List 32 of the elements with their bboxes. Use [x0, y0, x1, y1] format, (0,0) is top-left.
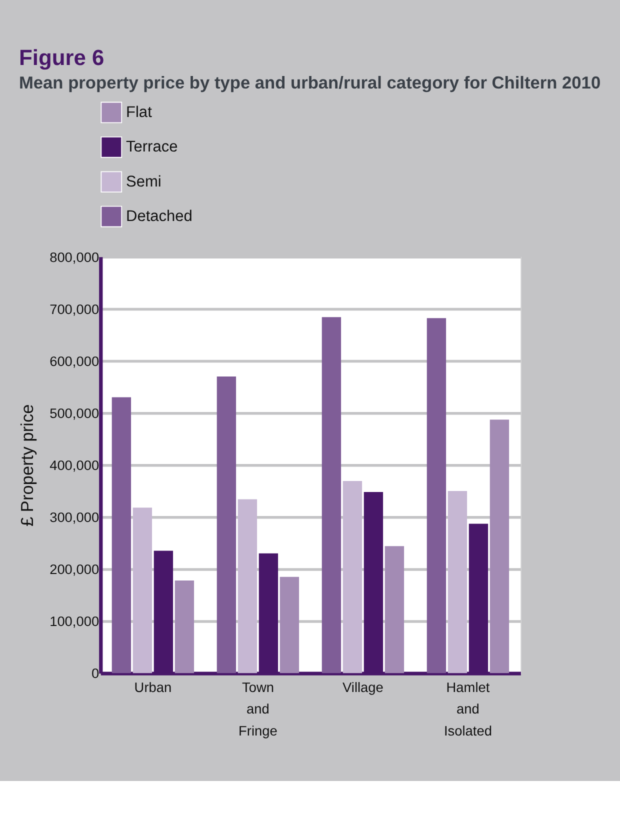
bar — [342, 481, 362, 674]
bar — [426, 318, 446, 674]
x-tick-label: Town and Fringe — [238, 680, 278, 739]
bar — [490, 420, 510, 674]
legend-label: Detached — [126, 208, 192, 226]
bar — [216, 376, 236, 674]
legend-label: Flat — [126, 104, 153, 122]
bar — [238, 499, 258, 674]
y-axis-title: £ Property price — [17, 404, 38, 527]
bar — [448, 490, 468, 674]
y-tick-label: 100,000 — [50, 614, 100, 630]
y-tick-label: 300,000 — [50, 510, 100, 525]
chart-subtitle: Mean property price by type and urban/rural category for Chiltern 2010 — [18, 72, 601, 93]
y-tick-label: 0 — [91, 666, 100, 682]
bar — [174, 580, 194, 674]
y-tick-label: 500,000 — [50, 406, 100, 421]
x-tick-label: Urban — [134, 680, 172, 695]
bar — [384, 546, 404, 674]
y-tick-label: 200,000 — [50, 562, 100, 578]
x-tick-label: Hamlet and Isolated — [444, 680, 492, 739]
y-tick-label: 700,000 — [50, 302, 100, 317]
bar — [280, 576, 300, 674]
bar — [322, 317, 342, 674]
legend-label: Terrace — [126, 138, 178, 156]
y-tick-label: 600,000 — [50, 354, 100, 369]
x-tick-label: Village — [342, 680, 384, 695]
y-tick-label: 800,000 — [50, 250, 100, 265]
bar — [112, 397, 132, 674]
chart-title: Figure 6 — [18, 44, 104, 70]
legend-label: Semi — [126, 173, 162, 190]
bar — [132, 508, 152, 674]
y-tick-label: 400,000 — [50, 458, 100, 473]
